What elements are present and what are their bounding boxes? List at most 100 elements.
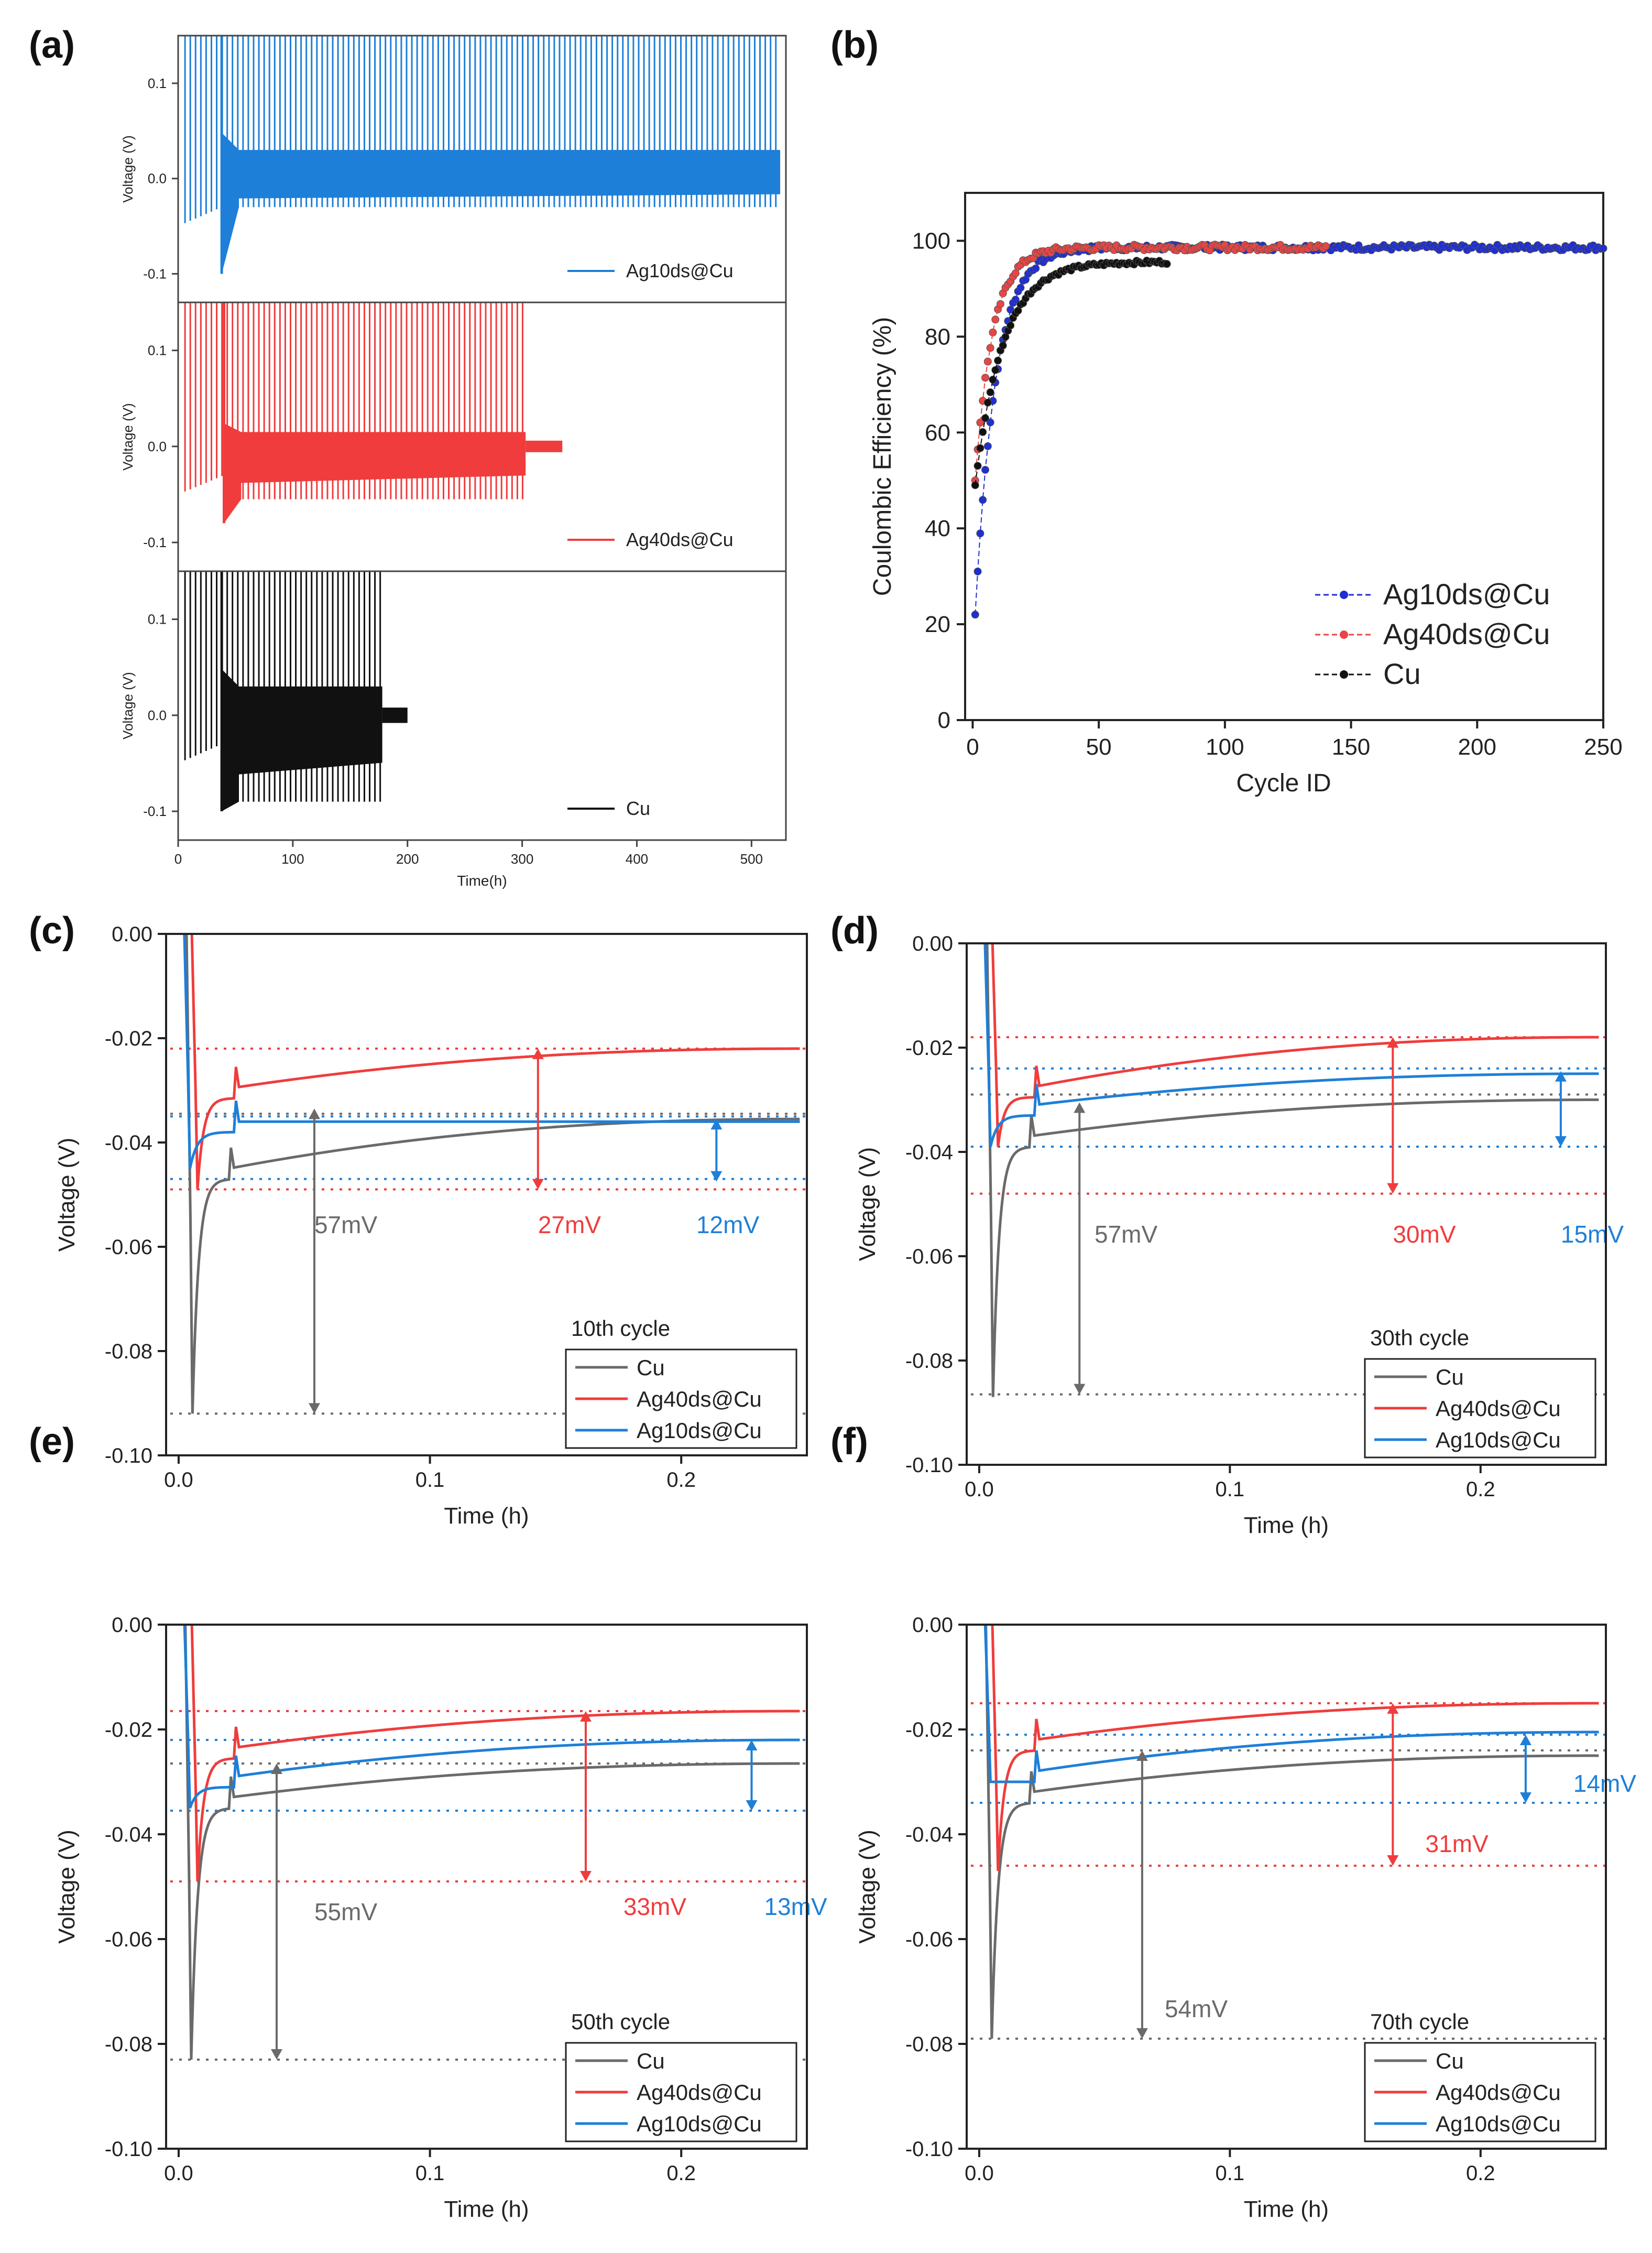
- overpotential-label: 27mV: [538, 1211, 601, 1238]
- data-point: [1032, 264, 1040, 273]
- tick-label: -0.10: [905, 2138, 953, 2161]
- voltage-curve-Cu: [184, 1625, 800, 2060]
- arrow-head: [1387, 1183, 1399, 1194]
- legend-label: Cu: [637, 1355, 665, 1380]
- y-axis-label: Voltage (V): [855, 1830, 880, 1944]
- overpotential-label: 55mV: [314, 1898, 377, 1925]
- tick-label: -0.08: [105, 2033, 152, 2056]
- arrow-head: [308, 1108, 320, 1119]
- y-axis-label: Voltage (V): [54, 1138, 80, 1252]
- tick-label: 60: [925, 420, 950, 445]
- tick-label: 0.1: [148, 343, 167, 358]
- arrow-head: [1519, 1735, 1531, 1745]
- cycle-label: 10th cycle: [571, 1316, 670, 1341]
- tick-label: 0.00: [912, 1614, 953, 1637]
- voltage-curve-Ag40ds@Cu: [991, 943, 1599, 1147]
- tick-label: 50: [1086, 734, 1112, 760]
- tick-label: 0.2: [1466, 2162, 1495, 2185]
- tick-label: -0.04: [105, 1131, 152, 1155]
- voltage-tail-Ag40ds@Cu: [526, 440, 563, 452]
- tick-label: 0.00: [112, 923, 152, 946]
- arrow-head: [308, 1403, 320, 1414]
- tick-label: 0.1: [1216, 2162, 1245, 2185]
- voltage-curve-Ag40ds@Cu: [190, 934, 800, 1190]
- tick-label: 0: [938, 708, 950, 733]
- cycle-label: 30th cycle: [1370, 1325, 1469, 1350]
- arrow-head: [746, 1800, 758, 1811]
- tick-label: 80: [925, 324, 950, 350]
- arrow-head: [1136, 1750, 1148, 1761]
- tick-label: -0.06: [905, 1928, 953, 1951]
- data-point: [991, 366, 1000, 374]
- arrow-head: [1555, 1136, 1567, 1147]
- tick-label: -0.06: [105, 1236, 152, 1259]
- arrow-head: [532, 1048, 544, 1059]
- y-axis-label: Voltage (V): [120, 135, 136, 203]
- arrow-head: [710, 1119, 723, 1130]
- voltage-curve-Cu: [986, 943, 1599, 1397]
- data-point: [986, 344, 994, 352]
- legend-label: Ag40ds@Cu: [1383, 617, 1550, 650]
- overpotential-label: 57mV: [1095, 1221, 1157, 1248]
- tick-label: 100: [1206, 734, 1244, 760]
- voltage-curve-Ag10ds@Cu: [983, 943, 1599, 1147]
- tick-label: -0.02: [905, 1718, 953, 1742]
- panel-label-1: (b): [830, 24, 879, 66]
- tick-label: 0.0: [148, 439, 167, 454]
- voltage-tail-Cu: [382, 708, 408, 723]
- tick-label: 0.2: [666, 2162, 696, 2185]
- legend-label: Cu: [1436, 2049, 1464, 2073]
- tick-label: -0.08: [105, 1340, 152, 1363]
- arrow-head: [1074, 1384, 1086, 1395]
- tick-label: -0.02: [105, 1027, 152, 1050]
- panel-label-4: (e): [29, 1421, 75, 1463]
- legend-label: Ag40ds@Cu: [637, 1387, 762, 1411]
- tick-label: 0.2: [666, 1468, 696, 1492]
- series-line: [975, 244, 1327, 481]
- tick-label: 250: [1584, 734, 1622, 760]
- legend-label: Cu: [1383, 657, 1421, 690]
- arrow-head: [579, 1871, 592, 1881]
- arrow-head: [1136, 2028, 1148, 2039]
- y-axis-label: Voltage (V): [855, 1147, 880, 1261]
- voltage-spikes-Cu: [184, 571, 381, 802]
- arrow-head: [1387, 1855, 1399, 1866]
- y-axis-label: Voltage (V): [120, 672, 136, 739]
- arrow-head: [746, 1740, 758, 1750]
- tick-label: -0.10: [905, 1454, 953, 1477]
- tick-label: -0.02: [105, 1718, 152, 1742]
- tick-label: 0.0: [164, 1468, 193, 1492]
- legend-label: Cu: [1436, 1365, 1464, 1389]
- tick-label: 0.00: [112, 1614, 152, 1637]
- tick-label: -0.04: [905, 1141, 953, 1164]
- overpotential-label: 13mV: [764, 1893, 827, 1920]
- tick-label: 0.1: [1216, 1478, 1245, 1501]
- legend-label: Ag40ds@Cu: [1436, 2080, 1561, 2105]
- voltage-curve-Ag10ds@Cu: [983, 1625, 1599, 1783]
- tick-label: 20: [925, 612, 950, 637]
- cycle-label: 50th cycle: [571, 2009, 670, 2034]
- legend-item-Cu: Cu: [1315, 657, 1421, 690]
- tick-label: 0.0: [148, 708, 167, 723]
- tick-label: 400: [626, 851, 648, 867]
- data-point: [989, 328, 997, 336]
- tick-label: -0.1: [143, 803, 167, 819]
- panel-label-2: (c): [29, 910, 75, 952]
- legend-label: Ag10ds@Cu: [1436, 2111, 1561, 2136]
- series-Ag10ds@Cu: [971, 241, 1607, 619]
- arrow-head: [271, 1764, 283, 1774]
- legend-item-Ag10ds@Cu: Ag10ds@Cu: [1315, 578, 1550, 611]
- voltage-spikes-Ag10ds@Cu: [184, 36, 777, 223]
- tick-label: 300: [511, 851, 533, 867]
- legend-label: Ag10ds@Cu: [1383, 578, 1550, 611]
- legend-label: Ag10ds@Cu: [1436, 1428, 1561, 1452]
- tick-label: 0.2: [1466, 1478, 1495, 1501]
- y-axis-label: Voltage (V): [120, 403, 136, 471]
- tick-label: 200: [396, 851, 419, 867]
- data-point: [989, 375, 997, 384]
- panel-a-subplot-0: -0.1 0.0 0.1 Voltage (V) Ag10ds@Cu: [120, 35, 787, 303]
- x-axis-label: Cycle ID: [1236, 769, 1331, 797]
- tick-label: 40: [925, 516, 950, 541]
- panel-label-0: (a): [29, 24, 75, 66]
